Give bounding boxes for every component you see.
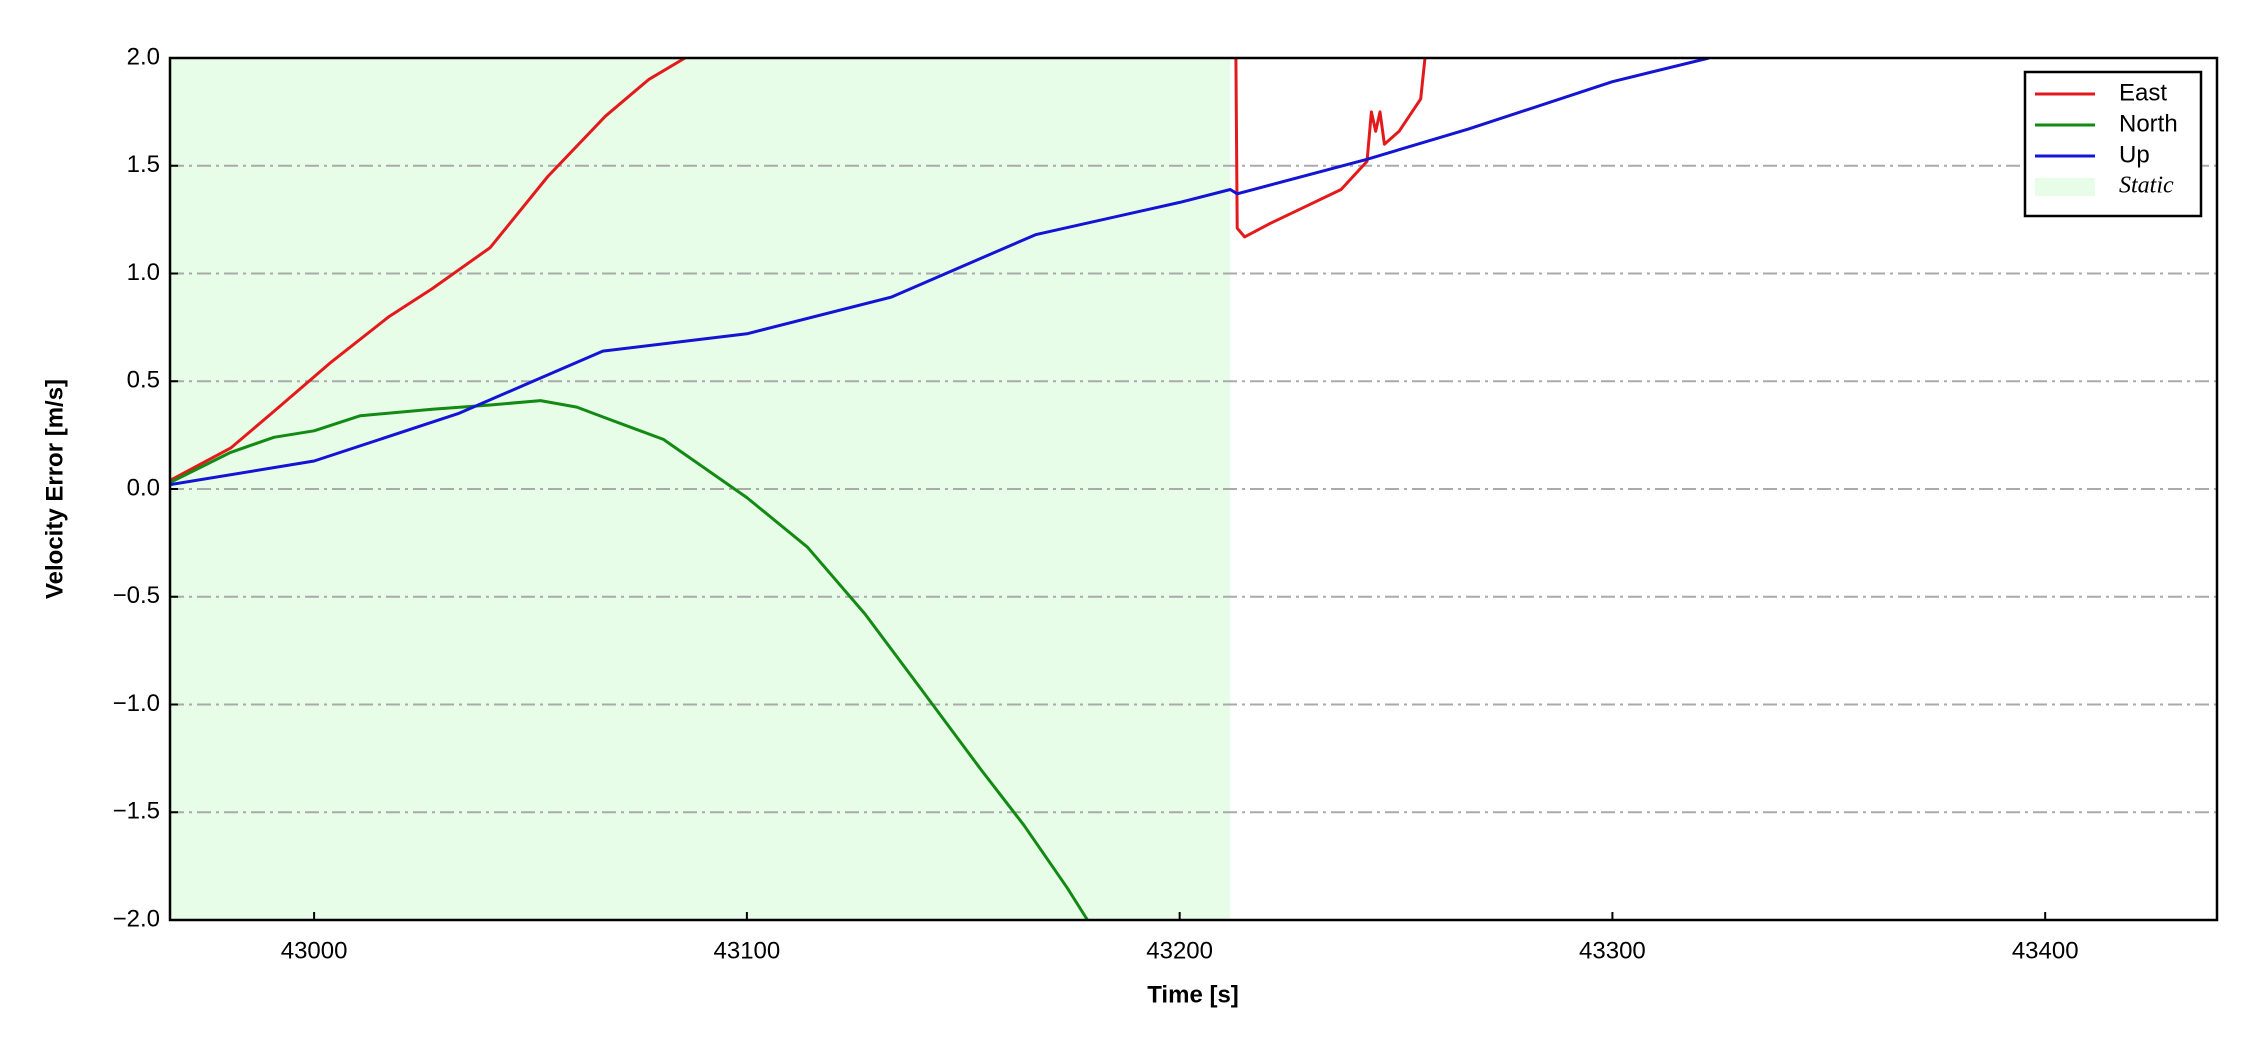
legend-label: Static — [2119, 173, 2174, 199]
legend: East North Up Static — [2023, 70, 2203, 218]
legend-label: North — [2119, 110, 2178, 137]
series-line — [170, 58, 1710, 487]
ticks: −2.0 −1.5 −1.0 −0.5 0.0 0.5 1.0 1.5 2.0 43000 4310… — [113, 43, 2079, 964]
y-tick-label: 0.5 — [127, 367, 160, 394]
x-tick-label: 43300 — [1579, 937, 1646, 964]
y-tick-label: 0.0 — [127, 474, 160, 501]
series-line — [170, 399, 1089, 920]
x-tick-label: 43000 — [281, 937, 348, 964]
y-tick-label: 2.0 — [127, 43, 160, 70]
y-tick-label: 1.5 — [127, 151, 160, 178]
legend-label: Up — [2119, 141, 2150, 168]
x-axis-title: Time [s] — [1147, 981, 1239, 1008]
y-tick-label: −1.5 — [113, 798, 160, 825]
y-tick-label: −1.0 — [113, 690, 160, 717]
y-tick-label: −2.0 — [113, 905, 160, 932]
legend-label: East — [2119, 79, 2167, 106]
lines — [170, 58, 1710, 920]
x-tick-label: 43400 — [2012, 937, 2079, 964]
legend-box — [2023, 70, 2203, 218]
x-tick-label: 43100 — [714, 937, 781, 964]
y-axis-title: Velocity Error [m/s] — [41, 379, 68, 599]
y-tick-label: 1.0 — [127, 259, 160, 286]
x-tick-label: 43200 — [1146, 937, 1213, 964]
legend-swatch — [2035, 178, 2095, 196]
series-line — [170, 58, 1427, 482]
grid — [170, 164, 2217, 814]
y-tick-label: −0.5 — [113, 582, 160, 609]
